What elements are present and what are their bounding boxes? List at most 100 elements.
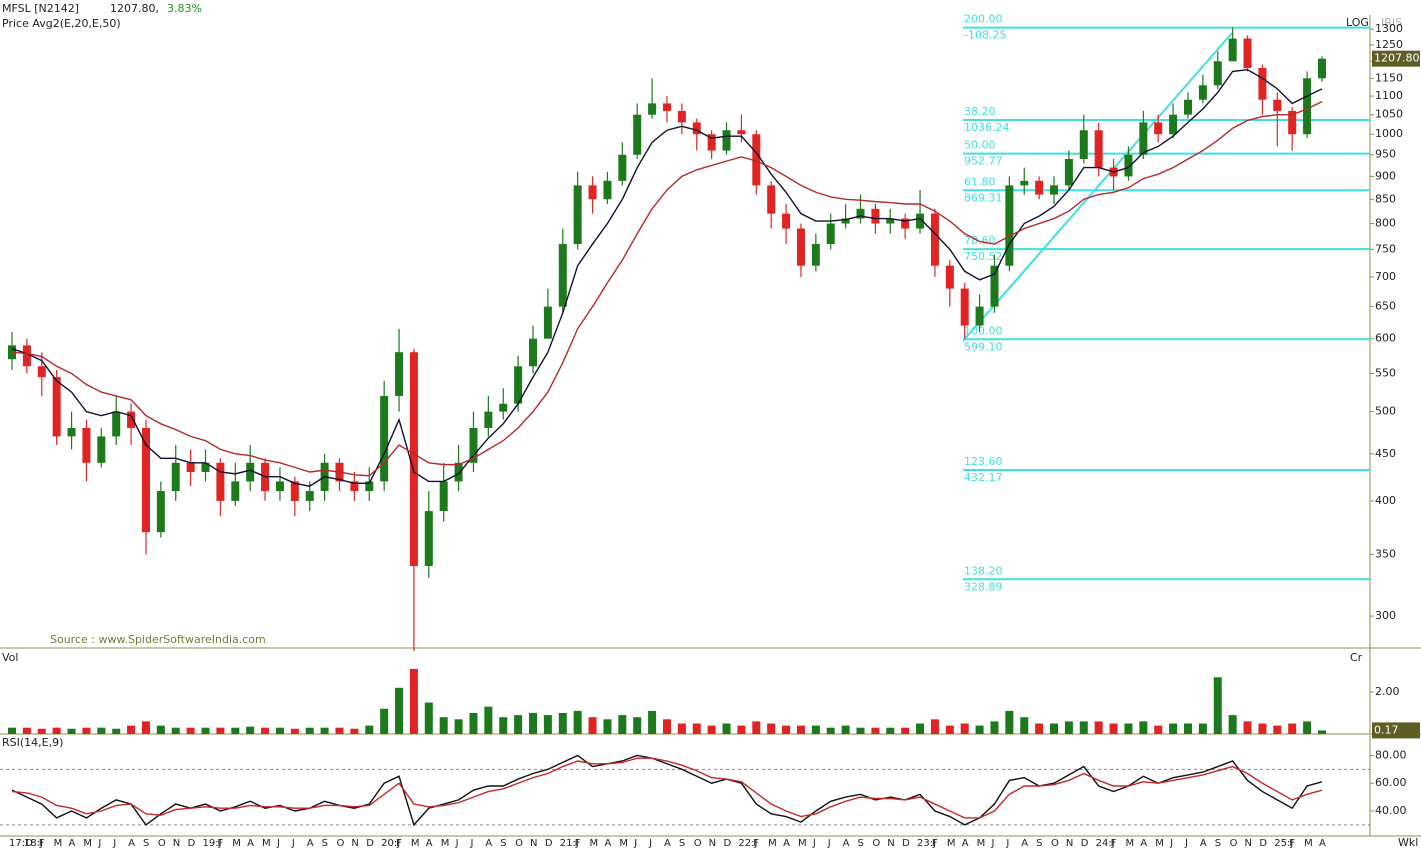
x-tick-label: J: [1169, 838, 1173, 849]
candle-body: [1258, 67, 1267, 100]
y-tick-label: 1100: [1375, 89, 1403, 102]
y-tick-label: 40.00: [1375, 804, 1407, 817]
x-tick-label: J: [276, 838, 280, 849]
last-volume-label: 0.17: [1374, 723, 1399, 736]
volume-bar: [975, 725, 984, 734]
volume-bar: [67, 728, 76, 734]
candle-body: [231, 481, 240, 501]
x-tick-label: O: [158, 838, 166, 849]
volume-bar: [767, 723, 776, 734]
symbol: MFSL [N2142]: [2, 2, 79, 15]
volume-bar: [826, 727, 835, 734]
candle-body: [1228, 38, 1237, 62]
y-tick-label: 350: [1375, 547, 1396, 560]
scale-label: LOG: [1346, 16, 1369, 29]
y-tick-label: 1150: [1375, 71, 1403, 84]
x-tick-label: N: [709, 838, 716, 849]
volume-bar: [1273, 725, 1282, 734]
x-tick-label: 22:J: [738, 838, 757, 849]
x-tick-label: A: [426, 838, 433, 849]
candle-body: [603, 180, 612, 200]
x-tick-label: N: [530, 838, 537, 849]
x-tick-label: F: [39, 838, 45, 849]
candle-body: [350, 481, 359, 492]
moving-average-line: [11, 68, 1323, 487]
x-tick-label: M: [1155, 838, 1164, 849]
x-tick-label: N: [173, 838, 180, 849]
volume-bar: [201, 727, 210, 734]
candle-body: [648, 103, 657, 115]
rsi-line: [11, 757, 1323, 819]
candle-body: [1005, 185, 1014, 266]
x-tick-label: A: [485, 838, 492, 849]
candle-body: [484, 411, 493, 428]
candle-body: [558, 244, 567, 307]
volume-bar: [1228, 715, 1237, 734]
volume-bar: [1124, 723, 1133, 734]
fib-price-label: 1036.24: [964, 121, 1010, 134]
x-tick-label: N: [887, 838, 894, 849]
volume-bar: [290, 728, 299, 734]
x-tick-label: A: [1200, 838, 1207, 849]
volume-bar: [543, 715, 552, 734]
x-tick-label: O: [872, 838, 880, 849]
x-tick-label: 20:J: [381, 838, 400, 849]
candle-body: [677, 110, 686, 123]
volume-bar: [588, 717, 597, 734]
x-tick-label: O: [515, 838, 523, 849]
candle-body: [52, 377, 61, 437]
x-tick-label: S: [1215, 838, 1221, 849]
volume-bar: [1154, 725, 1163, 734]
volume-bar: [930, 719, 939, 734]
candle-body: [1303, 78, 1312, 135]
volume-bar: [395, 687, 404, 734]
fib-ratio-label: 61.80: [964, 175, 996, 188]
volume-bar: [246, 726, 255, 734]
volume-bar: [380, 708, 389, 734]
x-tick-label: D: [545, 838, 553, 849]
fib-price-label: 869.31: [964, 191, 1003, 204]
x-tick-label: O: [336, 838, 344, 849]
candle-body: [930, 213, 939, 266]
candle-body: [529, 338, 538, 367]
candle-body: [409, 352, 418, 566]
volume-bar: [796, 725, 805, 734]
timeframe: Wkl: [1398, 836, 1418, 849]
rsi-title: RSI(14,E,9): [2, 736, 63, 749]
candle-body: [1139, 122, 1148, 155]
x-tick-label: F: [1111, 838, 1117, 849]
candle-body: [1169, 114, 1178, 135]
header-price: 1207.80,: [110, 2, 159, 15]
candle-body: [573, 185, 582, 245]
candle-body: [424, 511, 433, 566]
volume-bar: [275, 727, 284, 734]
x-tick-label: N: [1066, 838, 1073, 849]
fib-price-label: 750.52: [964, 250, 1003, 263]
volume-bar: [1169, 723, 1178, 734]
candle-body: [67, 427, 76, 437]
x-tick-label: 25:J: [1274, 838, 1293, 849]
volume-bar: [171, 727, 180, 734]
volume-bar: [916, 723, 925, 734]
last-price-box: [1372, 50, 1420, 67]
volume-bar: [1035, 723, 1044, 734]
volume-bar: [514, 715, 523, 734]
x-tick-label: A: [1140, 838, 1147, 849]
volume-bar: [737, 725, 746, 734]
volume-bar: [454, 719, 463, 734]
volume-bar: [37, 728, 46, 734]
x-tick-label: A: [128, 838, 135, 849]
volume-bar: [156, 725, 165, 734]
candle-body: [1183, 99, 1192, 115]
x-tick-label: 17:D: [9, 838, 33, 849]
volume-bar: [350, 728, 359, 734]
volume-bar: [1079, 721, 1088, 734]
candle-body: [811, 244, 820, 266]
candle-body: [1154, 122, 1163, 135]
x-tick-label: M: [441, 838, 450, 849]
x-tick-label: S: [1036, 838, 1042, 849]
volume-bar: [871, 727, 880, 734]
fib-trend-line: [962, 32, 1233, 342]
fib-ratio-label: 200.00: [964, 13, 1003, 26]
